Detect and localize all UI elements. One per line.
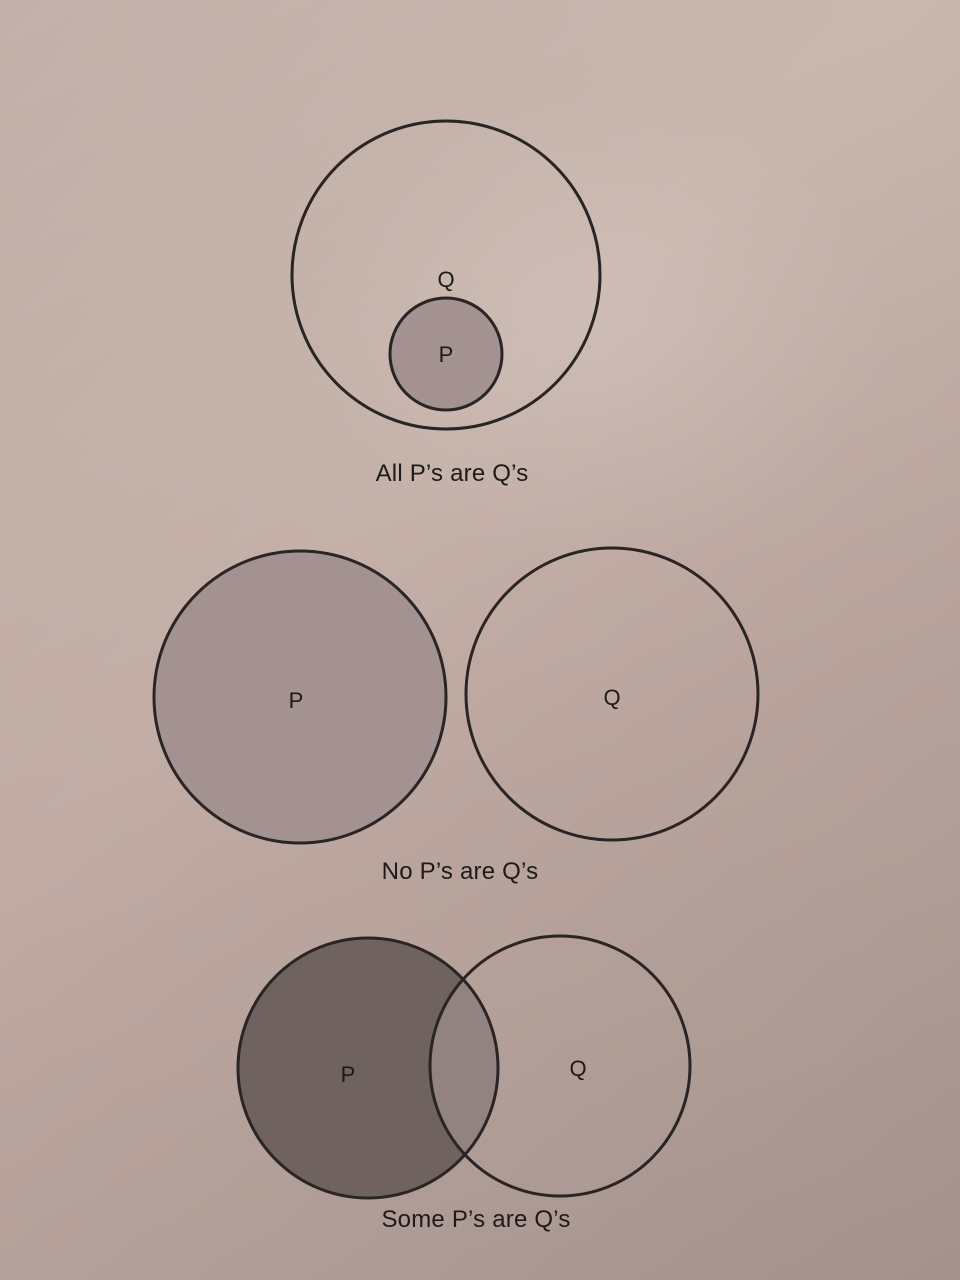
venn-all: Q P <box>290 119 602 431</box>
q-circle-outer <box>290 119 602 431</box>
q-circle <box>464 546 760 842</box>
caption-all: All P’s are Q’s <box>375 460 529 487</box>
venn-no: P Q <box>152 546 760 845</box>
q-label: Q <box>569 1056 586 1081</box>
venn-some: P Q <box>236 934 692 1200</box>
caption-no: No P’s are Q’s <box>381 858 539 885</box>
q-circle <box>428 934 692 1198</box>
p-circle-outline <box>236 936 500 1200</box>
p-circle <box>152 549 448 845</box>
caption-some: Some P’s are Q’s <box>381 1206 571 1233</box>
q-label: Q <box>603 685 620 710</box>
p-label: P <box>341 1062 356 1087</box>
p-circle <box>238 938 498 1198</box>
p-label: P <box>289 688 304 713</box>
q-label: Q <box>437 267 454 292</box>
p-circle-inner <box>388 296 504 412</box>
p-label: P <box>439 342 454 367</box>
